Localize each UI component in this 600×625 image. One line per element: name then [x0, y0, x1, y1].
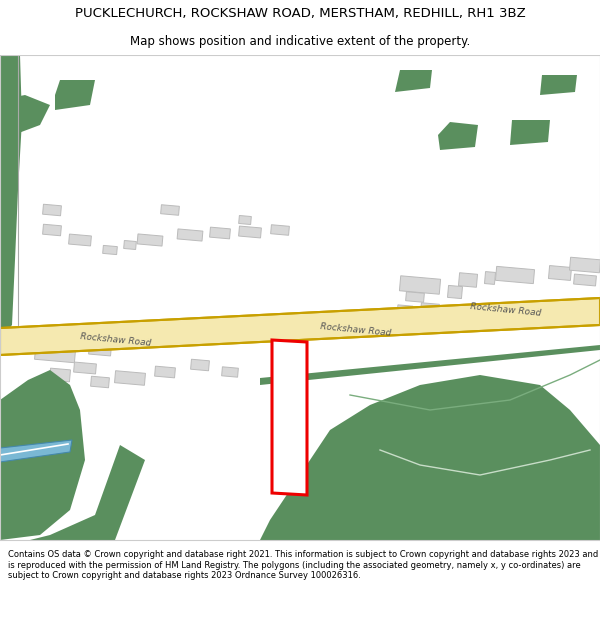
- Bar: [343, 316, 358, 324]
- Polygon shape: [0, 440, 72, 462]
- Polygon shape: [510, 120, 550, 145]
- Polygon shape: [272, 340, 307, 495]
- Text: Rockshaw Road: Rockshaw Road: [80, 332, 152, 348]
- Text: Rockshaw Road: Rockshaw Road: [320, 322, 392, 338]
- Polygon shape: [260, 375, 600, 540]
- Bar: [137, 234, 163, 246]
- Bar: [448, 286, 463, 299]
- Text: Rockshaw Road: Rockshaw Road: [470, 302, 542, 318]
- Bar: [161, 205, 179, 215]
- Bar: [191, 359, 209, 371]
- Bar: [68, 234, 91, 246]
- Text: Contains OS data © Crown copyright and database right 2021. This information is : Contains OS data © Crown copyright and d…: [8, 550, 598, 580]
- Bar: [155, 366, 175, 378]
- Bar: [35, 348, 76, 362]
- Polygon shape: [438, 122, 478, 150]
- Bar: [548, 266, 572, 281]
- Bar: [239, 226, 262, 238]
- Bar: [574, 274, 596, 286]
- Bar: [397, 305, 413, 315]
- Polygon shape: [30, 445, 145, 540]
- Bar: [209, 227, 230, 239]
- Polygon shape: [0, 370, 85, 540]
- Text: Map shows position and indicative extent of the property.: Map shows position and indicative extent…: [130, 35, 470, 48]
- Polygon shape: [395, 70, 432, 92]
- Bar: [43, 204, 61, 216]
- Bar: [400, 276, 440, 294]
- Bar: [239, 216, 251, 224]
- Bar: [458, 272, 478, 288]
- Polygon shape: [55, 80, 95, 110]
- Bar: [91, 376, 109, 388]
- Bar: [569, 258, 600, 272]
- Bar: [484, 272, 496, 284]
- Bar: [89, 344, 112, 356]
- Polygon shape: [0, 95, 50, 140]
- Bar: [421, 302, 439, 313]
- Text: PUCKLECHURCH, ROCKSHAW ROAD, MERSTHAM, REDHILL, RH1 3BZ: PUCKLECHURCH, ROCKSHAW ROAD, MERSTHAM, R…: [74, 8, 526, 20]
- Polygon shape: [260, 345, 600, 385]
- Bar: [115, 371, 145, 385]
- Bar: [124, 241, 136, 249]
- Bar: [103, 246, 118, 254]
- Bar: [371, 310, 389, 320]
- Bar: [74, 362, 97, 374]
- Bar: [406, 292, 424, 302]
- Bar: [496, 266, 535, 284]
- Polygon shape: [0, 55, 22, 340]
- Bar: [271, 225, 289, 235]
- Polygon shape: [0, 298, 600, 355]
- Bar: [221, 367, 238, 377]
- Bar: [50, 368, 70, 382]
- Bar: [43, 224, 61, 236]
- Polygon shape: [540, 75, 577, 95]
- Bar: [177, 229, 203, 241]
